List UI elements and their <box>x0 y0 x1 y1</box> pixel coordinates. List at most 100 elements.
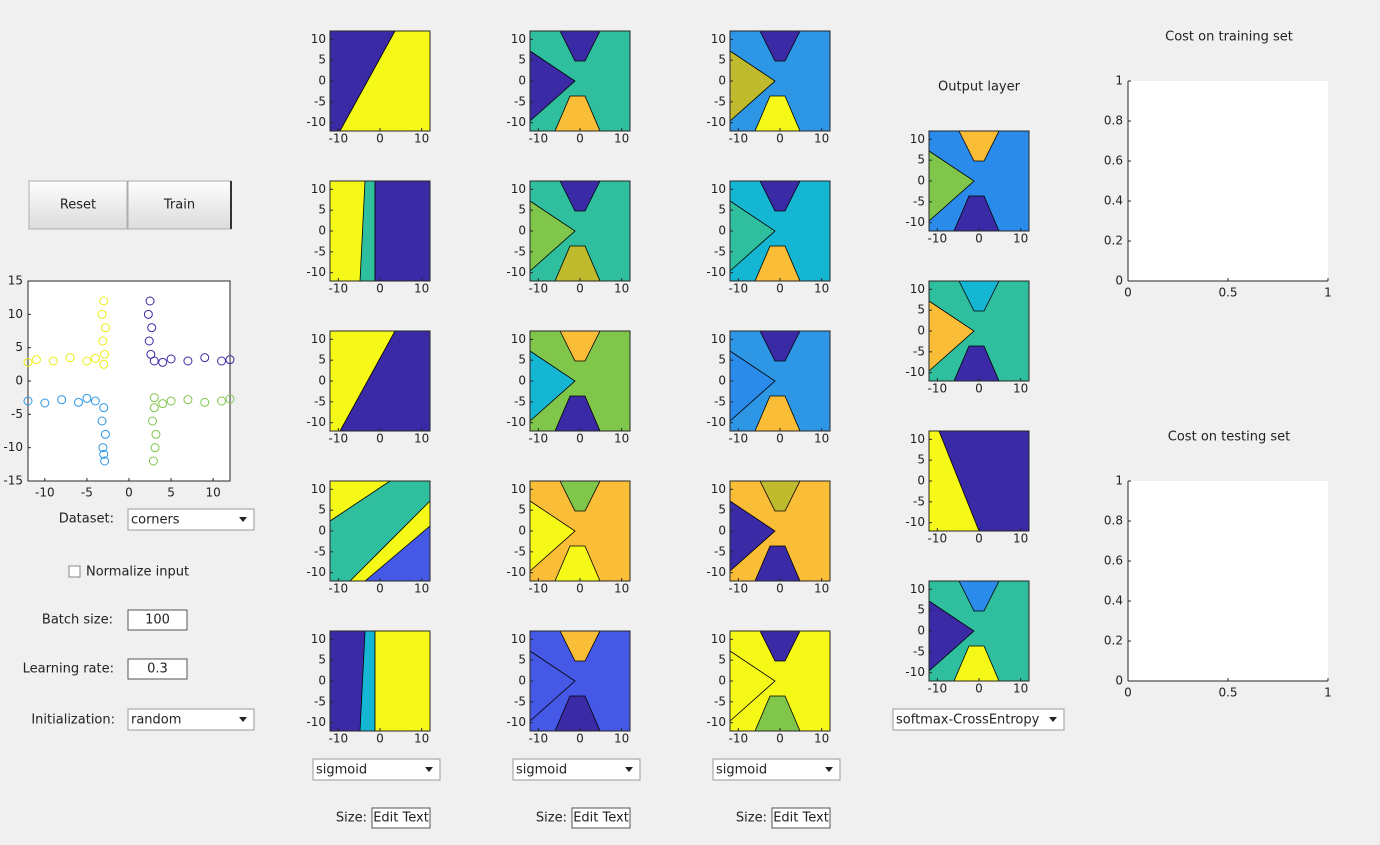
y-tick-label: 10 <box>711 32 726 46</box>
size-label: Size: <box>736 811 767 826</box>
lr-input-value: 0.3 <box>147 662 168 677</box>
y-tick-label: 0 <box>917 624 925 638</box>
x-tick-label: -10 <box>329 132 349 146</box>
data-point <box>57 395 67 405</box>
reset-button[interactable] <box>28 180 128 230</box>
x-tick-label: 0 <box>376 132 384 146</box>
y-tick-label: -10 <box>905 365 925 379</box>
size-input[interactable] <box>771 807 831 829</box>
activation-dropdown[interactable] <box>512 758 641 781</box>
x-tick-label: 10 <box>614 132 629 146</box>
y-tick-label: 15 <box>8 274 23 288</box>
y-tick-label: -10 <box>706 115 726 129</box>
x-tick-label: 0 <box>376 432 384 446</box>
y-tick-label: 0 <box>518 74 526 88</box>
y-tick-label: 0 <box>518 374 526 388</box>
y-tick-label: -10 <box>306 715 326 729</box>
y-tick-label: -10 <box>306 415 326 429</box>
y-tick-label: -5 <box>314 694 326 708</box>
lr-input[interactable] <box>127 658 188 680</box>
x-tick-label: 10 <box>414 432 429 446</box>
data-point <box>149 356 159 366</box>
data-point <box>98 443 108 453</box>
y-tick-label: 0.2 <box>1104 234 1123 248</box>
x-tick-label: -10 <box>928 382 948 396</box>
data-point <box>40 398 50 408</box>
init-dropdown[interactable] <box>127 708 255 731</box>
batch-input[interactable] <box>127 609 188 631</box>
data-point <box>183 395 193 405</box>
y-tick-label: -10 <box>506 565 526 579</box>
y-tick-label: -10 <box>905 665 925 679</box>
data-point <box>99 449 109 459</box>
y-tick-label: 5 <box>518 503 526 517</box>
normalize-checkbox[interactable] <box>68 565 81 578</box>
x-tick-label: -10 <box>729 732 749 746</box>
data-point <box>217 396 227 406</box>
train-button[interactable] <box>127 180 232 230</box>
y-tick-label: -5 <box>913 344 925 358</box>
size-input-value: Edit Text <box>373 811 429 826</box>
x-tick-label: 10 <box>814 732 829 746</box>
activation-dropdown-arrow <box>425 767 433 772</box>
y-tick-label: 5 <box>917 453 925 467</box>
y-tick-label: -5 <box>714 544 726 558</box>
activation-dropdown-arrow <box>625 767 633 772</box>
y-tick-label: 0 <box>518 674 526 688</box>
lr-label: Learning rate: <box>23 662 114 677</box>
y-tick-label: 10 <box>511 32 526 46</box>
y-tick-label: 0 <box>15 374 23 388</box>
size-label: Size: <box>536 811 567 826</box>
y-tick-label: 5 <box>917 303 925 317</box>
y-tick-label: 0 <box>718 524 726 538</box>
loss-dropdown[interactable] <box>892 708 1065 731</box>
data-point <box>158 357 168 367</box>
dataset-dropdown[interactable] <box>127 508 255 531</box>
y-tick-label: 10 <box>311 632 326 646</box>
data-point <box>31 355 41 365</box>
data-point <box>225 394 235 404</box>
x-tick-label: 10 <box>1013 532 1028 546</box>
x-tick-label: 0 <box>975 532 983 546</box>
activation-dropdown[interactable] <box>312 758 441 781</box>
y-tick-label: 10 <box>711 332 726 346</box>
data-point <box>74 397 83 407</box>
y-tick-label: -10 <box>706 715 726 729</box>
y-tick-label: 5 <box>917 603 925 617</box>
x-tick-label: 0 <box>576 732 584 746</box>
data-point <box>100 429 110 439</box>
x-tick-label: -5 <box>81 486 93 500</box>
x-tick-label: -10 <box>529 282 549 296</box>
dataset-dropdown-value: corners <box>131 513 180 528</box>
data-point <box>158 399 168 409</box>
x-tick-label: 0.5 <box>1218 686 1237 700</box>
activation-dropdown-value: sigmoid <box>316 763 367 778</box>
size-input[interactable] <box>371 807 431 829</box>
x-tick-label: 0 <box>776 582 784 596</box>
x-tick-label: 0 <box>376 282 384 296</box>
y-tick-label: 5 <box>718 653 726 667</box>
y-tick-label: 5 <box>518 203 526 217</box>
data-point <box>200 397 210 407</box>
x-tick-label: 0 <box>125 486 133 500</box>
y-tick-label: 0.6 <box>1104 154 1123 168</box>
y-tick-label: 10 <box>511 182 526 196</box>
y-tick-label: 0 <box>318 374 326 388</box>
y-tick-label: 0.6 <box>1104 554 1123 568</box>
y-tick-label: -5 <box>714 394 726 408</box>
y-tick-label: 0.8 <box>1104 514 1123 528</box>
y-tick-label: 5 <box>318 353 326 367</box>
dataset-dropdown-arrow <box>239 517 247 522</box>
y-tick-label: 10 <box>311 32 326 46</box>
data-point <box>200 353 210 363</box>
y-tick-label: -5 <box>514 244 526 258</box>
y-tick-label: -5 <box>714 94 726 108</box>
dataset-plot-area <box>27 280 231 482</box>
y-tick-label: 0 <box>318 224 326 238</box>
activation-dropdown[interactable] <box>712 758 841 781</box>
size-input[interactable] <box>571 807 631 829</box>
y-tick-label: -10 <box>706 565 726 579</box>
size-label: Size: <box>336 811 367 826</box>
x-tick-label: 0 <box>975 382 983 396</box>
y-tick-label: 10 <box>711 632 726 646</box>
